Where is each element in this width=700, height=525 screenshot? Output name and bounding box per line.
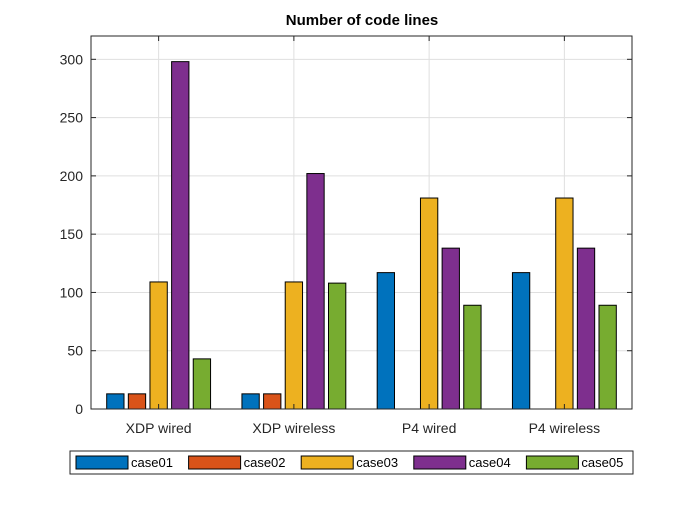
bar-case05 <box>463 304 482 410</box>
x-tick-label: XDP wired <box>126 420 192 436</box>
bar-case04 <box>576 247 596 410</box>
legend-label-case03: case03 <box>356 455 398 470</box>
legend-swatch-case03 <box>300 455 354 470</box>
legend-label-case02: case02 <box>244 455 286 470</box>
y-axis-ticks: 0 50 100 150 200 250 300 <box>60 51 632 417</box>
bar-case01 <box>241 393 260 410</box>
bar-case03 <box>419 197 439 410</box>
y-tick-label: 50 <box>67 343 83 359</box>
bar-case05 <box>327 282 347 410</box>
legend-swatch-case05 <box>525 455 579 470</box>
bars-group <box>106 61 617 410</box>
y-tick-label: 250 <box>60 110 84 126</box>
y-tick-label: 200 <box>60 168 84 184</box>
bar-case01 <box>376 272 396 410</box>
legend-label-case05: case05 <box>581 455 623 470</box>
y-tick-label: 150 <box>60 226 84 242</box>
y-tick-label: 100 <box>60 284 84 300</box>
bar-case04 <box>306 173 325 410</box>
bar-case05 <box>598 304 617 410</box>
legend: case01 case02 case03 case04 case05 <box>69 450 634 475</box>
y-tick-label: 300 <box>60 51 84 67</box>
bar-case01 <box>511 272 531 410</box>
bar-case03 <box>284 281 304 410</box>
bar-case04 <box>171 61 190 410</box>
x-tick-label: P4 wired <box>402 420 456 436</box>
bar-case05 <box>192 358 212 410</box>
bar-case02 <box>127 393 147 410</box>
bar-case03 <box>149 281 168 410</box>
legend-swatch-case01 <box>75 455 129 470</box>
legend-label-case04: case04 <box>469 455 511 470</box>
legend-swatch-case04 <box>413 455 467 470</box>
bar-case02 <box>263 393 282 410</box>
legend-label-case01: case01 <box>131 455 173 470</box>
bar-case03 <box>555 197 574 410</box>
legend-swatch-case02 <box>188 455 242 470</box>
plot-area-border <box>90 35 633 410</box>
x-axis-ticks: XDP wired XDP wireless P4 wired P4 wireless <box>126 36 600 436</box>
y-tick-label: 0 <box>75 401 83 417</box>
chart-title: Number of code lines <box>286 12 439 29</box>
x-tick-label: P4 wireless <box>529 420 601 436</box>
x-tick-label: XDP wireless <box>252 420 335 436</box>
bar-case01 <box>106 393 125 410</box>
bar-case04 <box>441 247 460 410</box>
